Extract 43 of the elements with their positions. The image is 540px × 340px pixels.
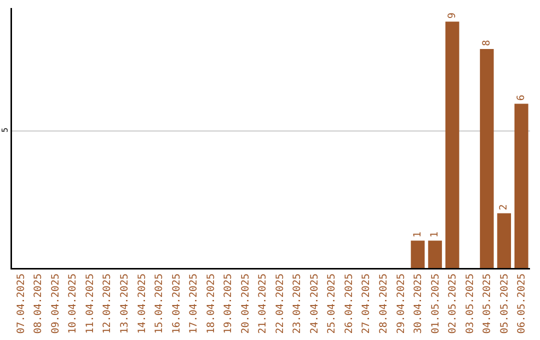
x-tick-label: 30.04.2025 [413, 274, 424, 334]
x-tick-label: 14.04.2025 [136, 274, 148, 334]
x-tick-label: 15.04.2025 [154, 274, 166, 334]
data-label: 6 [516, 94, 527, 101]
bar [480, 49, 494, 268]
y-tick-label: 5 [0, 127, 10, 132]
x-tick-label: 03.05.2025 [464, 274, 476, 334]
bar [410, 240, 425, 268]
bar [428, 240, 442, 268]
x-tick-label: 08.04.2025 [33, 274, 44, 334]
x-tick-label: 06.05.2025 [516, 274, 528, 334]
x-tick-label: 21.04.2025 [258, 274, 269, 334]
x-tick-label: 18.04.2025 [206, 274, 217, 334]
x-tick-label: 11.04.2025 [84, 274, 96, 334]
x-tick-label: 04.05.2025 [482, 274, 494, 334]
x-tick-label: 29.04.2025 [396, 274, 407, 334]
x-tick-label: 17.04.2025 [188, 274, 200, 334]
x-tick-label: 13.04.2025 [119, 274, 130, 334]
x-tick-label: 25.04.2025 [326, 274, 338, 334]
bar [445, 22, 460, 268]
x-tick-label: 02.05.2025 [448, 274, 459, 334]
x-tick-label: 19.04.2025 [223, 274, 234, 334]
data-label: 1 [412, 232, 424, 238]
x-tick-label: 26.04.2025 [344, 274, 355, 334]
x-tick-label: 20.04.2025 [240, 274, 252, 334]
x-tick-label: 27.04.2025 [361, 274, 372, 334]
x-tick-label: 05.05.2025 [499, 274, 510, 334]
x-tick-label: 28.04.2025 [378, 274, 390, 334]
x-tick-label: 10.04.2025 [68, 274, 79, 334]
x-tick-label: 01.05.2025 [430, 274, 442, 334]
x-tick-label: 23.04.2025 [292, 274, 304, 334]
data-label: 8 [481, 40, 492, 46]
x-tick-label: 16.04.2025 [171, 274, 182, 334]
bar [497, 213, 512, 268]
bar [514, 104, 528, 268]
x-tick-label: 24.04.2025 [309, 274, 320, 334]
x-tick-label: 22.04.2025 [274, 274, 286, 334]
data-label: 9 [446, 12, 458, 19]
x-tick-label: 07.04.2025 [16, 274, 27, 334]
x-tick-label: 09.04.2025 [50, 274, 62, 334]
x-tick-label: 12.04.2025 [102, 274, 114, 334]
data-label: 1 [430, 232, 441, 238]
data-label: 2 [498, 204, 510, 210]
